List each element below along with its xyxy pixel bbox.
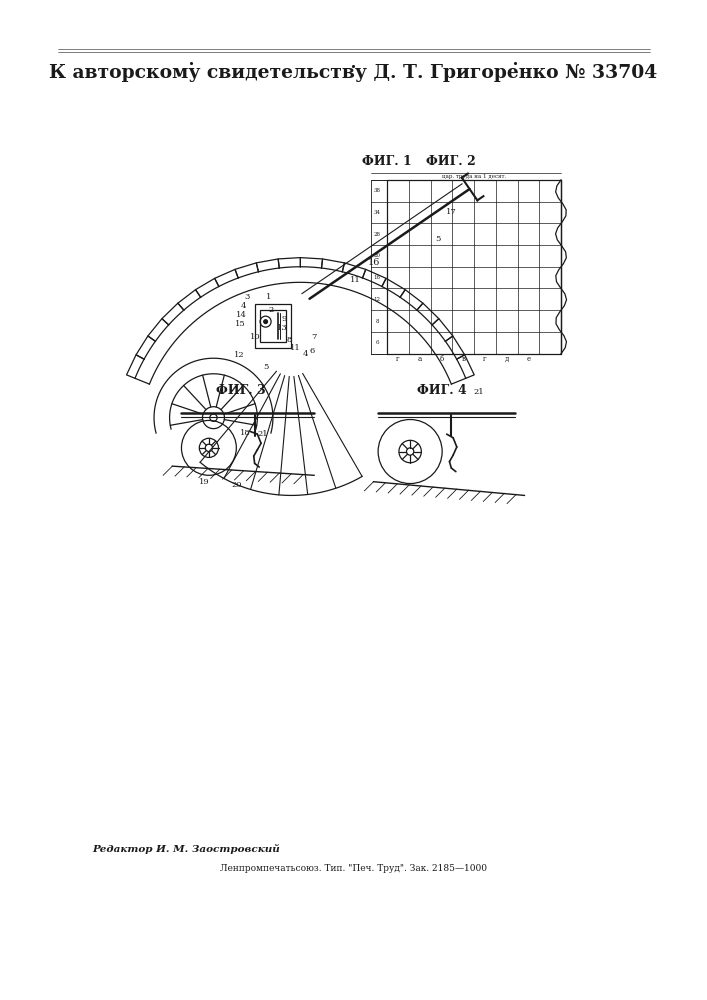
Text: 21: 21 bbox=[257, 430, 268, 438]
Text: ФИГ. 1: ФИГ. 1 bbox=[363, 155, 412, 168]
Text: К авторскому свидетельству Д. Т. Григоренко № 33704: К авторскому свидетельству Д. Т. Григоре… bbox=[49, 64, 658, 82]
Text: ФИГ. 2: ФИГ. 2 bbox=[426, 155, 477, 168]
Text: 1: 1 bbox=[266, 293, 271, 301]
Text: а: а bbox=[418, 355, 422, 363]
Text: 28: 28 bbox=[374, 232, 380, 237]
Text: 14: 14 bbox=[236, 311, 247, 319]
Text: 4: 4 bbox=[302, 350, 308, 358]
Text: Ленпромпечатьсоюз. Тип. "Печ. Труд". Зак. 2185—1000: Ленпромпечатьсоюз. Тип. "Печ. Труд". Зак… bbox=[220, 864, 487, 873]
Text: 16: 16 bbox=[374, 275, 380, 280]
Text: 20: 20 bbox=[374, 253, 380, 258]
Text: 4: 4 bbox=[241, 302, 247, 310]
Text: 13: 13 bbox=[276, 324, 288, 332]
Text: 17: 17 bbox=[446, 208, 457, 216]
Text: 7: 7 bbox=[311, 333, 317, 341]
Text: е: е bbox=[527, 355, 530, 363]
Text: 2: 2 bbox=[269, 306, 274, 314]
Text: 18: 18 bbox=[240, 429, 251, 437]
Text: 6: 6 bbox=[310, 347, 315, 355]
Text: 9: 9 bbox=[281, 315, 286, 323]
Text: 8: 8 bbox=[287, 336, 292, 344]
Text: 34: 34 bbox=[374, 210, 380, 215]
Text: 19: 19 bbox=[199, 478, 210, 486]
Bar bbox=[255, 304, 291, 348]
Text: ФИГ. 4: ФИГ. 4 bbox=[417, 384, 467, 397]
Text: цар. труда на 1 десят.: цар. труда на 1 десят. bbox=[442, 174, 506, 179]
Text: 5: 5 bbox=[263, 363, 268, 371]
Text: 11: 11 bbox=[291, 344, 301, 352]
Text: 20: 20 bbox=[231, 481, 242, 489]
Text: 21: 21 bbox=[474, 388, 484, 396]
Text: Редактор И. М. Заостровский: Редактор И. М. Заостровский bbox=[93, 844, 281, 854]
Text: 8: 8 bbox=[375, 319, 379, 324]
Text: г: г bbox=[397, 355, 400, 363]
Text: 10: 10 bbox=[250, 333, 261, 341]
Text: б: б bbox=[440, 355, 444, 363]
Text: г: г bbox=[483, 355, 487, 363]
Text: 3: 3 bbox=[245, 293, 250, 301]
Text: 6: 6 bbox=[375, 340, 379, 345]
Text: в: в bbox=[461, 355, 465, 363]
Text: ФИГ. 3: ФИГ. 3 bbox=[216, 384, 266, 397]
Text: 16: 16 bbox=[368, 258, 380, 267]
Text: 12: 12 bbox=[234, 351, 245, 359]
Text: 11: 11 bbox=[350, 276, 361, 284]
Text: 12: 12 bbox=[374, 297, 380, 302]
Circle shape bbox=[264, 320, 267, 323]
Text: 38: 38 bbox=[374, 188, 380, 193]
Text: д: д bbox=[505, 355, 509, 363]
Text: 5: 5 bbox=[435, 235, 440, 243]
Text: 15: 15 bbox=[235, 320, 245, 328]
Bar bbox=[260, 310, 286, 342]
